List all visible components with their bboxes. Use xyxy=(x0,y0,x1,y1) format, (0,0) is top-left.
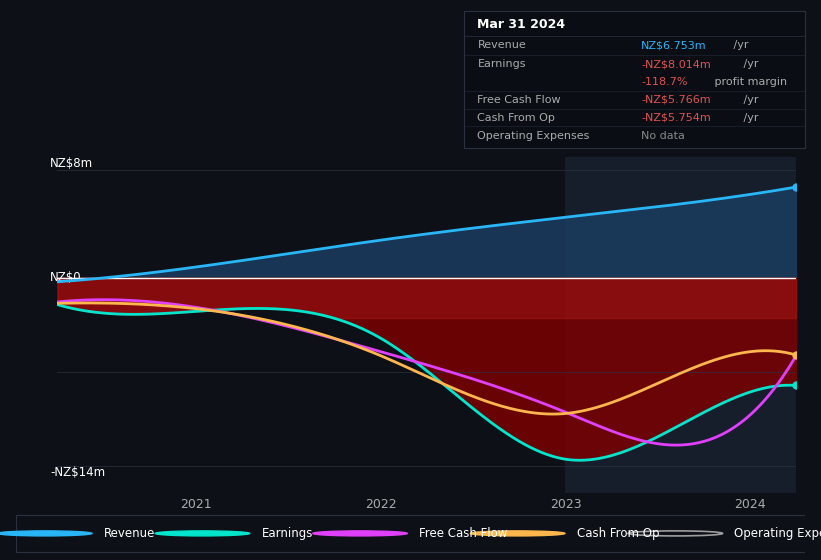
Text: Earnings: Earnings xyxy=(262,527,313,540)
Text: profit margin: profit margin xyxy=(711,77,787,87)
Text: /yr: /yr xyxy=(740,113,759,123)
Text: Earnings: Earnings xyxy=(478,59,526,69)
Text: -NZ$14m: -NZ$14m xyxy=(50,466,105,479)
Text: -NZ$8.014m: -NZ$8.014m xyxy=(641,59,711,69)
Bar xyxy=(566,157,805,493)
Circle shape xyxy=(470,531,565,536)
Circle shape xyxy=(155,531,250,536)
Text: NZ$0: NZ$0 xyxy=(50,271,82,284)
Text: Cash From Op: Cash From Op xyxy=(577,527,659,540)
Text: Revenue: Revenue xyxy=(478,40,526,50)
Text: No data: No data xyxy=(641,130,685,141)
Text: /yr: /yr xyxy=(740,95,759,105)
Text: -NZ$5.754m: -NZ$5.754m xyxy=(641,113,711,123)
Text: Operating Expenses: Operating Expenses xyxy=(478,130,589,141)
Text: /yr: /yr xyxy=(740,59,759,69)
Text: Mar 31 2024: Mar 31 2024 xyxy=(478,18,566,31)
Text: /yr: /yr xyxy=(731,40,749,50)
Circle shape xyxy=(0,531,92,536)
Text: NZ$6.753m: NZ$6.753m xyxy=(641,40,707,50)
Text: -NZ$5.766m: -NZ$5.766m xyxy=(641,95,711,105)
Text: NZ$8m: NZ$8m xyxy=(50,157,94,170)
Text: -118.7%: -118.7% xyxy=(641,77,687,87)
Text: Revenue: Revenue xyxy=(104,527,155,540)
Text: Free Cash Flow: Free Cash Flow xyxy=(420,527,507,540)
Circle shape xyxy=(628,531,722,536)
Text: Cash From Op: Cash From Op xyxy=(478,113,555,123)
Text: Free Cash Flow: Free Cash Flow xyxy=(478,95,561,105)
Text: Operating Expenses: Operating Expenses xyxy=(735,527,821,540)
Circle shape xyxy=(313,531,407,536)
